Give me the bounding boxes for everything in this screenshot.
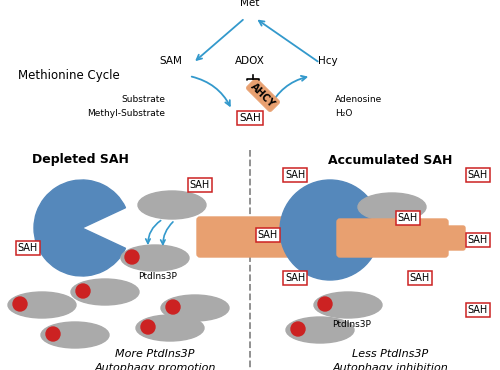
Ellipse shape xyxy=(41,322,109,348)
Text: SAH: SAH xyxy=(468,170,488,180)
Ellipse shape xyxy=(286,317,354,343)
Text: SAH: SAH xyxy=(398,213,418,223)
Text: SAH: SAH xyxy=(239,113,261,123)
Circle shape xyxy=(46,327,60,341)
Text: Methionine Cycle: Methionine Cycle xyxy=(18,68,120,81)
Text: PtdIns3P: PtdIns3P xyxy=(332,320,372,329)
Ellipse shape xyxy=(358,193,426,221)
Circle shape xyxy=(76,284,90,298)
Ellipse shape xyxy=(121,245,189,271)
FancyBboxPatch shape xyxy=(337,219,448,257)
Text: SAH: SAH xyxy=(258,230,278,240)
Circle shape xyxy=(280,180,380,280)
Text: AHCYL1: AHCYL1 xyxy=(364,233,400,242)
Text: Substrate: Substrate xyxy=(121,95,165,104)
Text: AHCY: AHCY xyxy=(249,81,277,109)
FancyBboxPatch shape xyxy=(441,226,465,250)
Circle shape xyxy=(141,320,155,334)
Ellipse shape xyxy=(71,279,139,305)
Ellipse shape xyxy=(136,315,204,341)
Text: SAH: SAH xyxy=(285,170,305,180)
Text: More PtdIns3P: More PtdIns3P xyxy=(115,349,195,359)
Text: Accumulated SAH: Accumulated SAH xyxy=(328,154,452,166)
Text: SAM: SAM xyxy=(159,56,182,66)
Circle shape xyxy=(318,297,332,311)
Ellipse shape xyxy=(8,292,76,318)
Text: Met: Met xyxy=(240,0,260,8)
Circle shape xyxy=(166,300,180,314)
Text: Less PtdIns3P: Less PtdIns3P xyxy=(352,349,428,359)
Text: Depleted SAH: Depleted SAH xyxy=(32,154,128,166)
Ellipse shape xyxy=(138,191,206,219)
Text: Adenosine: Adenosine xyxy=(335,95,382,104)
Text: SAH: SAH xyxy=(18,243,38,253)
Text: H₂O: H₂O xyxy=(335,108,352,118)
Text: Autophagy inhibition: Autophagy inhibition xyxy=(332,363,448,370)
Ellipse shape xyxy=(314,292,382,318)
Text: PtdIns: PtdIns xyxy=(378,202,406,212)
Text: SAH: SAH xyxy=(410,273,430,283)
Text: PIK3C3: PIK3C3 xyxy=(44,218,76,226)
Text: AHCYL1: AHCYL1 xyxy=(228,232,264,242)
Circle shape xyxy=(291,322,305,336)
Wedge shape xyxy=(34,180,126,276)
Circle shape xyxy=(13,297,27,311)
Text: Autophagy promotion: Autophagy promotion xyxy=(94,363,216,370)
Circle shape xyxy=(125,250,139,264)
Text: PtdIns: PtdIns xyxy=(158,201,186,209)
FancyBboxPatch shape xyxy=(197,217,313,257)
Text: PIK3C3: PIK3C3 xyxy=(292,218,324,226)
Ellipse shape xyxy=(161,295,229,321)
Text: SAH: SAH xyxy=(468,235,488,245)
Text: Methyl-Substrate: Methyl-Substrate xyxy=(87,108,165,118)
Text: ADOX: ADOX xyxy=(235,56,265,66)
Text: PtdIns3P: PtdIns3P xyxy=(138,272,177,281)
Text: SAH: SAH xyxy=(285,273,305,283)
Text: Hcy: Hcy xyxy=(318,56,338,66)
Text: SAH: SAH xyxy=(190,180,210,190)
FancyBboxPatch shape xyxy=(306,224,332,250)
Text: SAH: SAH xyxy=(468,305,488,315)
